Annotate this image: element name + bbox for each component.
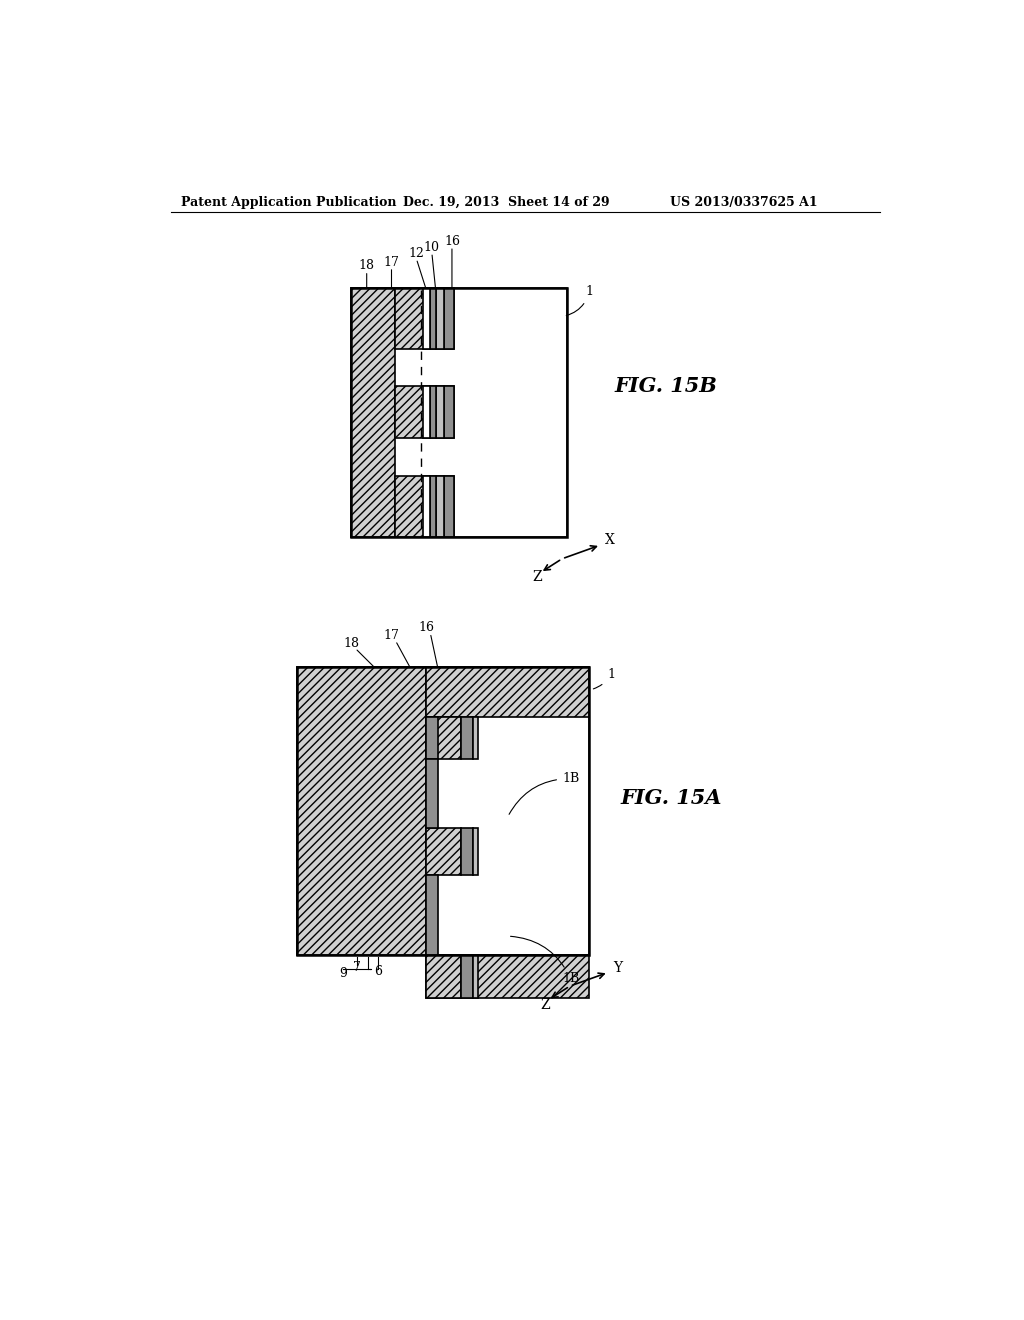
Polygon shape: [426, 717, 438, 759]
Text: 18: 18: [343, 636, 359, 649]
Text: Z: Z: [532, 570, 542, 585]
Text: FIG. 15B: FIG. 15B: [614, 376, 718, 396]
Polygon shape: [461, 956, 473, 998]
Text: Z: Z: [541, 998, 550, 1011]
Text: 1: 1: [566, 285, 593, 315]
Polygon shape: [444, 475, 454, 537]
Polygon shape: [395, 288, 454, 350]
Polygon shape: [444, 385, 454, 438]
Text: X: X: [605, 533, 615, 548]
Polygon shape: [473, 829, 478, 875]
Text: 1B: 1B: [509, 772, 580, 814]
Text: 12: 12: [409, 247, 424, 260]
Text: FIG. 15A: FIG. 15A: [621, 788, 722, 808]
Polygon shape: [395, 385, 454, 438]
Text: US 2013/0337625 A1: US 2013/0337625 A1: [671, 195, 818, 209]
Text: 1B: 1B: [511, 936, 580, 985]
Text: 16: 16: [444, 235, 460, 248]
Polygon shape: [395, 475, 454, 537]
Polygon shape: [426, 717, 461, 759]
Polygon shape: [426, 956, 589, 998]
Text: 18: 18: [358, 259, 375, 272]
Text: Y: Y: [613, 961, 623, 974]
Polygon shape: [351, 288, 395, 537]
Text: Dec. 19, 2013  Sheet 14 of 29: Dec. 19, 2013 Sheet 14 of 29: [403, 195, 609, 209]
Text: 1: 1: [593, 668, 615, 689]
Text: 6: 6: [375, 965, 382, 978]
Text: 9: 9: [340, 968, 347, 979]
Polygon shape: [426, 667, 589, 717]
Bar: [351, 288, 567, 537]
Polygon shape: [426, 875, 438, 956]
Text: 17: 17: [384, 628, 399, 642]
Polygon shape: [423, 288, 430, 350]
Polygon shape: [461, 829, 473, 875]
Polygon shape: [426, 829, 461, 875]
Text: 7: 7: [352, 961, 360, 974]
Polygon shape: [426, 956, 461, 998]
Polygon shape: [426, 759, 438, 829]
Polygon shape: [423, 475, 430, 537]
Polygon shape: [461, 717, 473, 759]
Polygon shape: [444, 288, 454, 350]
Polygon shape: [473, 956, 478, 998]
Polygon shape: [423, 385, 430, 438]
Bar: [297, 667, 589, 956]
Text: 17: 17: [384, 256, 399, 268]
Text: 16: 16: [419, 622, 434, 635]
Polygon shape: [473, 717, 478, 759]
Polygon shape: [430, 475, 436, 537]
Polygon shape: [436, 385, 444, 438]
Polygon shape: [430, 288, 436, 350]
Bar: [351, 288, 567, 537]
Bar: [297, 667, 589, 956]
Polygon shape: [297, 667, 426, 956]
Text: 10: 10: [424, 240, 439, 253]
Polygon shape: [436, 475, 444, 537]
Polygon shape: [430, 385, 436, 438]
Polygon shape: [436, 288, 444, 350]
Text: Patent Application Publication: Patent Application Publication: [180, 195, 396, 209]
